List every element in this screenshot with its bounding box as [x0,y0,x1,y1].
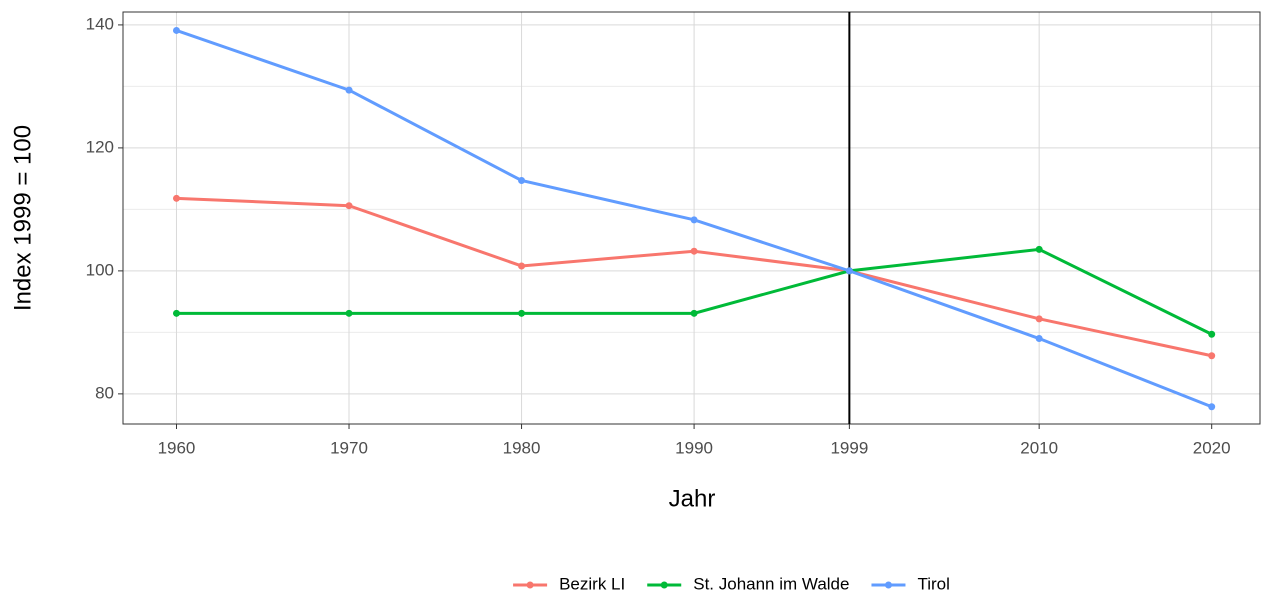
x-tick-label: 2010 [1020,438,1058,457]
legend-key-point [526,581,534,589]
panel-border [122,11,1261,425]
data-point [518,176,526,184]
x-tick-label: 2020 [1193,438,1231,457]
data-point [345,86,353,94]
x-tick-label: 1999 [830,438,868,457]
data-point [690,216,698,224]
y-tick-label: 140 [86,14,114,33]
x-tick-label: 1980 [503,438,541,457]
legend-label: Bezirk LI [559,574,625,593]
legend-item: Tirol [871,574,950,593]
data-point [518,309,526,317]
data-point [1208,330,1216,338]
legend-item: Bezirk LI [513,574,625,593]
legend-label: St. Johann im Walde [693,574,849,593]
x-tick-label: 1960 [158,438,196,457]
legend-label: Tirol [917,574,949,593]
y-tick-label: 120 [86,137,114,156]
data-point [690,247,698,255]
legend-key-point [884,581,892,589]
data-point [1035,335,1043,343]
legend-item: St. Johann im Walde [647,574,849,593]
data-point [690,309,698,317]
data-point [1208,403,1216,411]
data-point [345,309,353,317]
x-tick-label: 1970 [330,438,368,457]
y-tick-label: 80 [95,383,114,402]
data-point [172,26,180,34]
data-point [172,309,180,317]
data-point [518,262,526,270]
data-point [172,194,180,202]
data-point [1035,245,1043,253]
data-point [345,202,353,210]
y-tick-label: 100 [86,260,114,279]
x-axis-label: Jahr [669,485,716,512]
x-tick-label: 1990 [675,438,713,457]
data-point [1035,315,1043,323]
data-point [1208,352,1216,360]
data-point [845,267,853,275]
y-axis-label: Index 1999 = 100 [9,125,36,311]
legend-key-point [660,581,668,589]
